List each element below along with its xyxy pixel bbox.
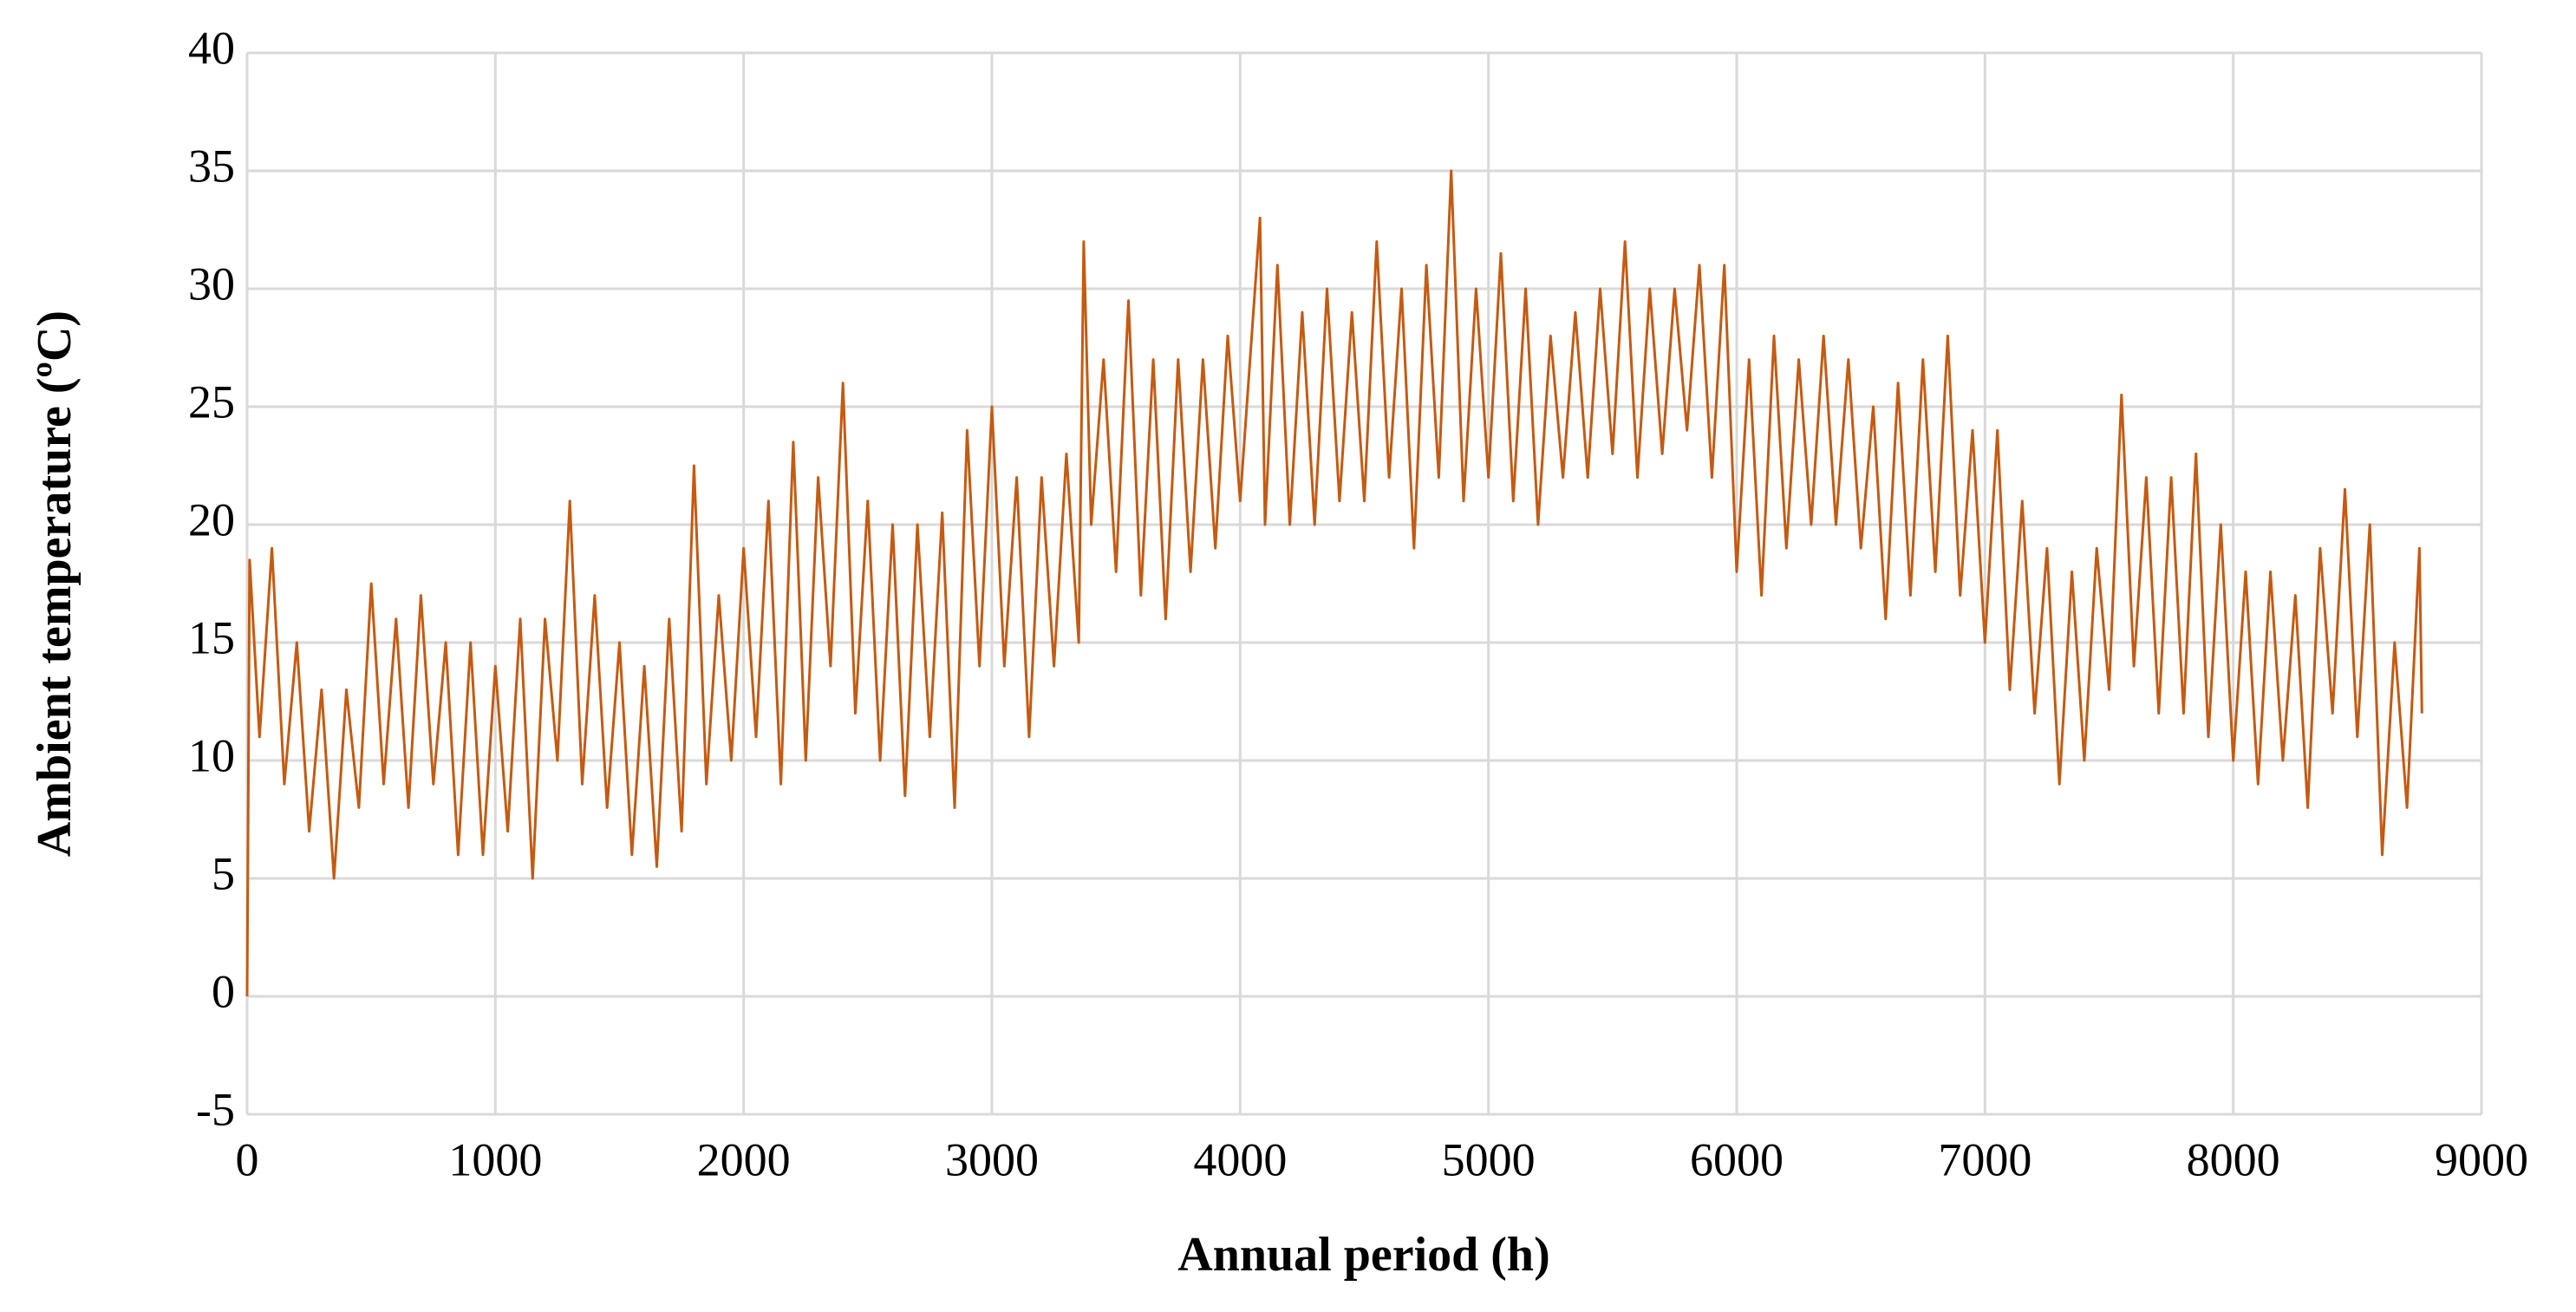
x-tick-label: 7000 [1938,1133,2031,1185]
x-tick-label: 9000 [2435,1133,2528,1185]
y-tick-label: 25 [188,375,235,428]
y-tick-label: 5 [212,847,235,899]
x-tick-label: 6000 [1690,1133,1784,1185]
y-tick-label: 20 [188,493,235,545]
x-tick-label: 1000 [448,1133,542,1185]
y-tick-label: 35 [188,140,235,192]
y-tick-label: 30 [188,258,235,310]
x-tick-label: 2000 [697,1133,791,1185]
x-tick-label: 3000 [945,1133,1039,1185]
y-tick-label: 40 [188,22,235,74]
x-axis-label: Annual period (h) [1177,1228,1549,1282]
x-tick-label: 8000 [2187,1133,2280,1185]
y-axis-label: Ambient temperature (ºC) [28,310,82,857]
y-tick-label: -5 [196,1083,235,1135]
x-tick-label: 5000 [1442,1133,1536,1185]
y-tick-label: 0 [212,965,235,1017]
line-series [245,169,2423,997]
x-tick-label: 4000 [1193,1133,1287,1185]
y-tick-label: 15 [188,611,235,663]
x-tick-label: 0 [236,1133,259,1185]
y-tick-label: 10 [188,729,235,781]
